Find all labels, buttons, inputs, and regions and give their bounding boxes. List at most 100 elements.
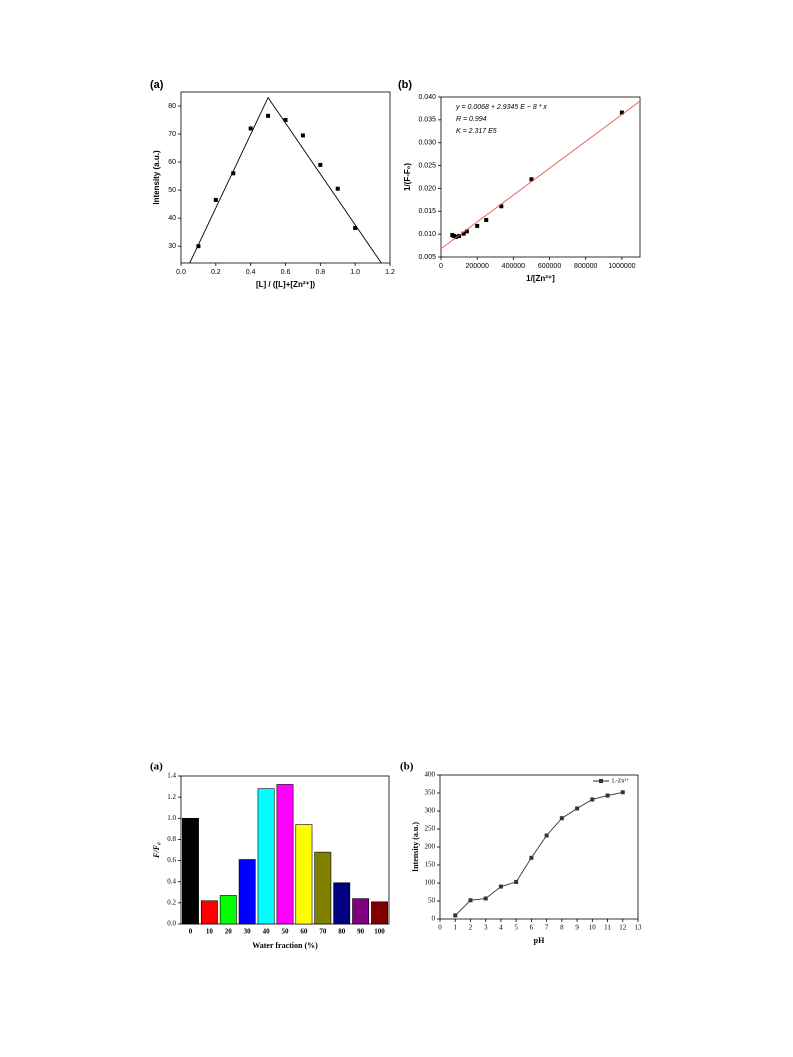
x-tick-label: 13	[635, 924, 643, 932]
y-tick-label: 1.0	[167, 814, 176, 822]
x-tick-label: 0.0	[176, 269, 186, 276]
data-point	[300, 133, 305, 138]
y-tick-label: 200	[425, 843, 436, 851]
data-point	[605, 793, 610, 798]
data-point	[461, 231, 466, 236]
x-tick-label: 80	[338, 928, 346, 936]
x-tick-label: 2	[469, 924, 473, 932]
annotation: R = 0.994	[456, 116, 487, 123]
x-tick-label: 400000	[502, 263, 525, 270]
y-tick-label: 350	[425, 789, 436, 797]
data-point	[457, 233, 462, 238]
y-tick-label: 50	[428, 897, 436, 905]
data-point	[498, 884, 503, 889]
x-tick-label: 7	[545, 924, 549, 932]
x-tick-label: 20	[225, 928, 233, 936]
x-tick-label: 60	[300, 928, 308, 936]
chart: (a) Water fraction (%) F/F₀ 0.0 0.2 0.4 0.6 0.8…	[150, 761, 390, 950]
y-axis-label: F/F₀	[152, 842, 161, 859]
y-tick-label: 0.6	[167, 856, 176, 864]
data-point	[575, 806, 580, 811]
plot-frame	[440, 96, 641, 258]
data-point	[483, 896, 488, 901]
data-point	[475, 223, 480, 228]
x-tick-label: 800000	[574, 263, 597, 270]
data-point	[559, 816, 564, 821]
annotation: y = 0.0068 + 2.9345 E − 8 * x	[455, 104, 547, 111]
data-point	[335, 186, 340, 191]
bar	[352, 898, 370, 925]
y-tick-label: 50	[168, 187, 176, 194]
y-tick-label: 60	[168, 159, 176, 166]
y-tick-label: 0.4	[167, 877, 176, 885]
data-point	[544, 833, 549, 838]
x-tick-label: 0.2	[211, 269, 221, 276]
data-point	[464, 229, 469, 234]
series-line	[454, 791, 623, 916]
x-tick-label: 9	[575, 924, 579, 932]
x-tick-label: 0.8	[315, 269, 325, 276]
x-tick-label: 10	[206, 928, 214, 936]
data-point	[454, 234, 459, 239]
y-tick-label: 100	[425, 879, 436, 887]
x-axis-label: pH	[534, 936, 545, 945]
bar	[333, 882, 351, 925]
x-tick-label: 11	[604, 924, 611, 932]
y-axis-label: 1/(F-F₀)	[403, 163, 412, 191]
x-tick-label: 90	[357, 928, 365, 936]
y-tick-label: 1.2	[167, 793, 176, 801]
x-tick-label: 12	[619, 924, 627, 932]
y-tick-label: 70	[168, 131, 176, 138]
bar	[371, 901, 388, 925]
x-tick-label: 10	[589, 924, 597, 932]
series-line	[189, 96, 382, 263]
data-point	[231, 171, 236, 176]
series-line	[441, 100, 640, 250]
data-point	[590, 797, 595, 802]
x-tick-label: 200000	[466, 263, 489, 270]
x-tick-label: 3	[484, 924, 488, 932]
y-tick-label: 0.015	[418, 208, 436, 215]
y-tick-label: 150	[425, 861, 436, 869]
x-tick-label: 1.0	[350, 269, 360, 276]
chart: (b) 1/[Zn²⁺] 1/(F-F₀) 0.005 0.010 0.015 0.020 0…	[398, 79, 641, 283]
plot-frame	[180, 91, 391, 264]
y-tick-label: 0.025	[418, 162, 436, 169]
x-tick-label: 0	[438, 924, 442, 932]
data-point	[266, 113, 271, 118]
x-tick-label: 70	[319, 928, 327, 936]
data-point	[453, 913, 458, 918]
y-tick-label: 400	[425, 771, 436, 779]
data-point	[283, 118, 288, 123]
data-point	[529, 855, 534, 860]
y-tick-label: 0.020	[418, 185, 436, 192]
y-tick-label: 0.030	[418, 140, 436, 147]
x-tick-label: 1	[453, 924, 457, 932]
chart-title: (a)	[150, 761, 163, 773]
data-point	[484, 217, 489, 222]
y-tick-label: 1.4	[167, 772, 176, 780]
x-axis-label: [L] / ([L]+[Zn²⁺])	[256, 280, 315, 289]
bar	[200, 900, 218, 925]
x-tick-label: 100	[374, 928, 385, 936]
data-point	[353, 225, 358, 230]
data-point	[318, 162, 323, 167]
x-tick-label: 1.2	[385, 269, 395, 276]
y-axis-label: Intensity (a.u.)	[152, 150, 161, 205]
legend-marker	[599, 779, 603, 783]
x-axis-label: 1/[Zn²⁺]	[526, 274, 555, 283]
bar	[238, 859, 256, 925]
bar	[276, 784, 294, 925]
x-tick-label: 40	[263, 928, 271, 936]
chart: (a) [L] / ([L]+[Zn²⁺]) Intensity (a.u.) 30 4…	[150, 79, 395, 289]
bar	[314, 851, 332, 925]
chart-title: (b)	[400, 761, 414, 773]
bar	[295, 824, 313, 925]
x-tick-label: 5	[514, 924, 518, 932]
x-tick-label: 0	[439, 263, 443, 270]
y-tick-label: 0.035	[418, 117, 436, 124]
y-tick-label: 80	[168, 103, 176, 110]
x-tick-label: 30	[244, 928, 252, 936]
y-tick-label: 0.040	[418, 94, 436, 101]
